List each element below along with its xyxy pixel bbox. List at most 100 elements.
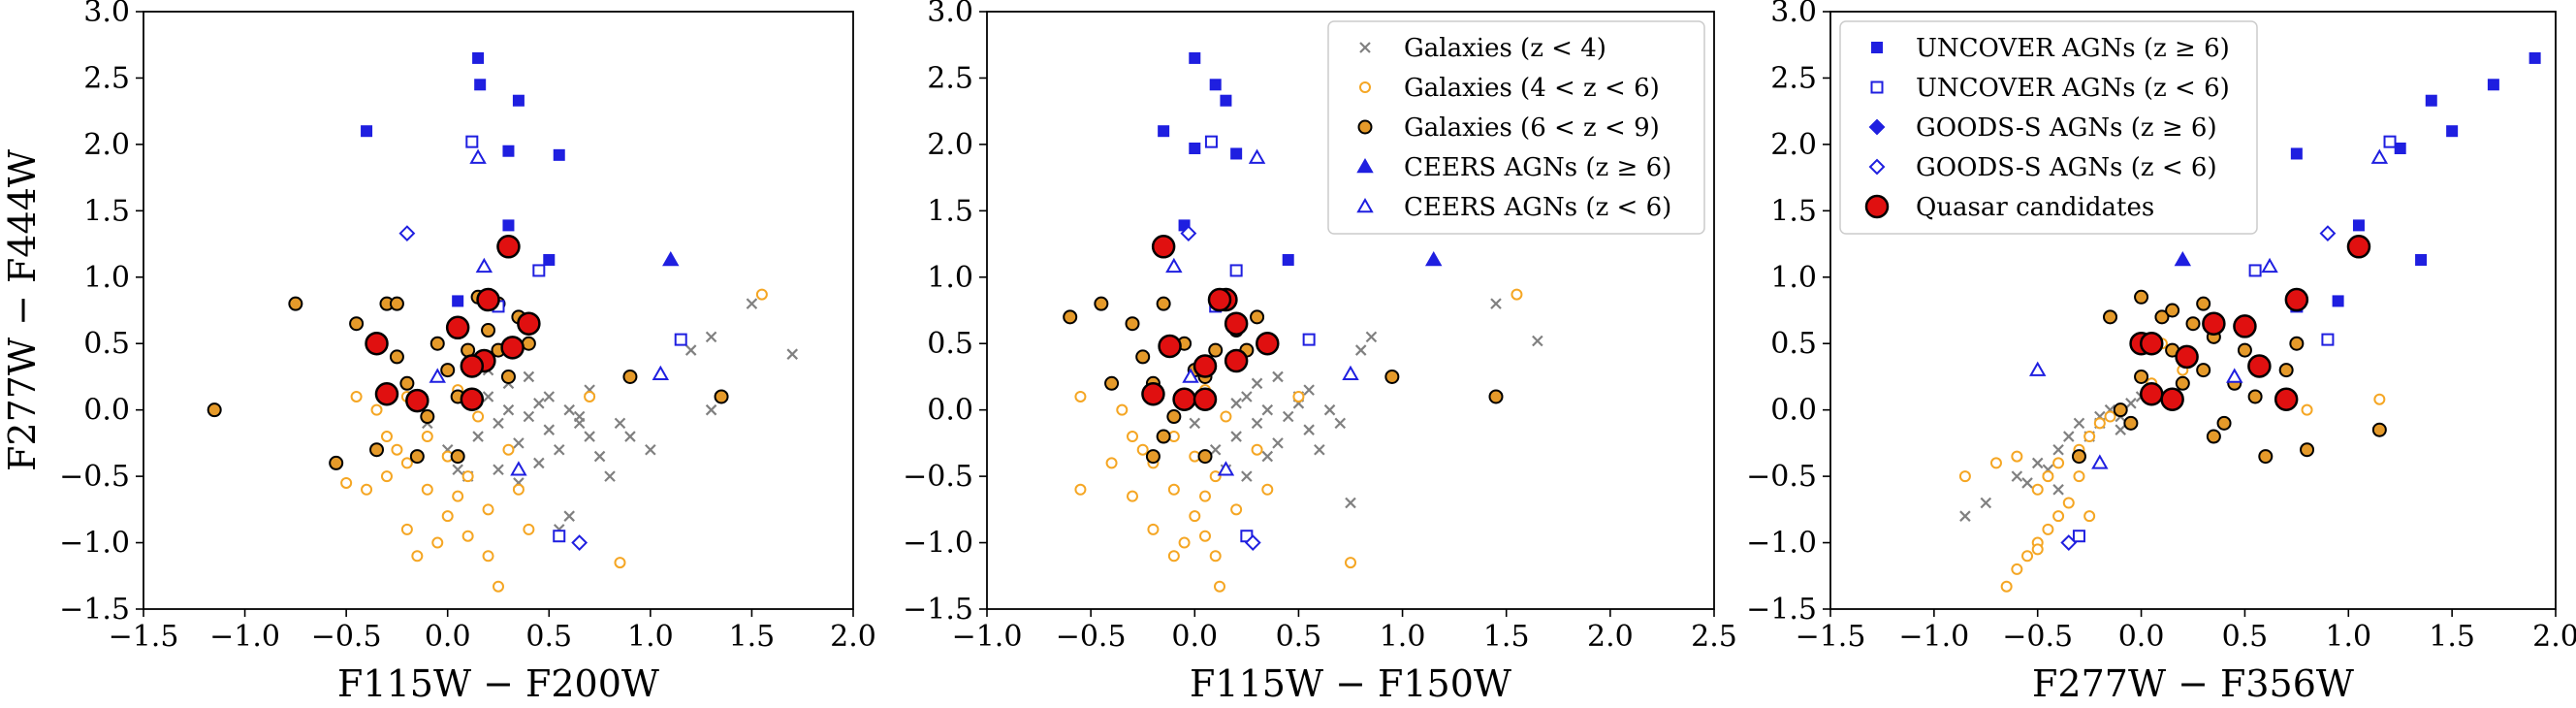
legend: Galaxies (z < 4) Galaxies (4 < z < 6) Gala…	[1327, 20, 1705, 235]
point-galaxies-z-4	[1334, 417, 1347, 430]
point-galaxies-4-z-6	[1116, 403, 1129, 416]
point-galaxies-4-z-6	[400, 457, 413, 469]
point-galaxies-z-4	[2125, 398, 2137, 409]
point-galaxies-6-z-9	[2289, 336, 2305, 351]
point-uncover-agns-z-6	[1230, 147, 1243, 160]
point-galaxies-4-z-6	[452, 490, 464, 502]
point-goods-s-agns-z-6	[1180, 225, 1197, 242]
point-uncover-agns-z-6	[2383, 135, 2397, 148]
point-galaxies-6-z-9	[2196, 363, 2211, 378]
point-galaxies-4-z-6	[2021, 550, 2034, 563]
point-uncover-agns-z-6	[1189, 142, 1201, 154]
point-galaxies-6-z-9	[2165, 303, 2180, 318]
point-galaxies-6-z-9	[500, 369, 516, 384]
point-quasar-candidates	[2346, 235, 2371, 259]
point-galaxies-4-z-6	[431, 536, 444, 549]
point-ceers-agns-z-6	[469, 148, 487, 164]
point-galaxies-z-4	[543, 424, 556, 435]
point-uncover-agns-z-6	[1204, 135, 1218, 148]
point-galaxies-6-z-9	[2071, 449, 2086, 465]
point-quasar-candidates	[2140, 331, 2164, 356]
y-tick-label: −1.0	[1746, 527, 1817, 561]
y-tick-label: 2.5	[1770, 61, 1817, 95]
point-galaxies-6-z-9	[2185, 316, 2201, 332]
point-galaxies-z-4	[523, 370, 535, 383]
legend-marker-ceers-agns-z-6	[1356, 197, 1374, 213]
point-goods-s-agns-z-6	[2060, 534, 2078, 551]
panel-color-f277w-f356w: −1.5 −1.0 −0.5 0.0 0.5 1.0 1.5 2.0 −1.5 −1.0 −0.5 0…	[1746, 0, 2576, 705]
point-galaxies-4-z-6	[1251, 443, 1263, 456]
legend-marker-galaxies-4-z-6	[1359, 81, 1371, 93]
point-galaxies-z-4	[1303, 424, 1315, 435]
point-galaxies-z-4	[1241, 470, 1253, 482]
point-galaxies-z-4	[1189, 417, 1201, 430]
plot-frame	[143, 11, 854, 610]
legend-label: GOODS-S AGNs (z < 6)	[1916, 153, 2217, 182]
point-galaxies-6-z-9	[450, 449, 465, 465]
point-ceers-agns-z-6	[2028, 361, 2047, 376]
point-galaxies-4-z-6	[2052, 457, 2065, 469]
point-galaxies-6-z-9	[440, 363, 456, 378]
point-galaxies-z-4	[563, 403, 575, 416]
point-uncover-agns-z-6	[361, 125, 373, 138]
point-galaxies-6-z-9	[2123, 415, 2139, 431]
legend-marker-quasar-candidates	[1864, 194, 1890, 219]
point-quasar-candidates	[2175, 344, 2199, 370]
point-galaxies-4-z-6	[1105, 457, 1118, 469]
x-tick-label: −1.0	[1898, 620, 1969, 654]
y-tick-label: 0.0	[83, 394, 130, 428]
point-goods-s-agns-z-6	[2319, 225, 2337, 242]
point-galaxies-6-z-9	[714, 389, 729, 404]
x-tick-label: 2.5	[1691, 620, 1737, 654]
y-tick-label: 0.5	[927, 327, 973, 361]
point-galaxies-6-z-9	[207, 402, 222, 418]
point-galaxies-4-z-6	[361, 483, 373, 496]
point-galaxies-4-z-6	[502, 443, 515, 456]
point-galaxies-6-z-9	[1156, 296, 1171, 311]
legend-label: UNCOVER AGNs (z ≥ 6)	[1916, 34, 2230, 63]
point-ceers-agns-z-6	[652, 365, 670, 380]
point-galaxies-4-z-6	[2083, 510, 2096, 523]
point-galaxies-4-z-6	[1127, 490, 1138, 502]
y-tick-label: 1.5	[927, 194, 973, 228]
point-uncover-agns-z-6	[1209, 79, 1222, 91]
point-galaxies-4-z-6	[1167, 483, 1180, 496]
point-galaxies-z-4	[705, 331, 717, 343]
point-galaxies-4-z-6	[441, 510, 454, 523]
x-tick-label: 1.5	[729, 620, 776, 654]
point-galaxies-6-z-9	[2134, 369, 2149, 384]
point-galaxies-4-z-6	[2093, 417, 2106, 430]
point-quasar-candidates	[1207, 287, 1232, 312]
point-galaxies-4-z-6	[1147, 523, 1160, 535]
point-galaxies-6-z-9	[429, 336, 445, 351]
point-uncover-agns-z-6	[465, 135, 479, 148]
point-ceers-agns-z-6	[2226, 368, 2243, 383]
y-tick-label: −1.0	[59, 527, 130, 561]
point-galaxies-4-z-6	[2031, 543, 2044, 556]
point-galaxies-z-4	[1323, 403, 1336, 416]
legend-marker-goods-s-agns-z-6	[1868, 118, 1886, 136]
point-goods-s-agns-z-6	[1244, 534, 1261, 551]
legend-label: CEERS AGNs (z ≥ 6)	[1404, 153, 1671, 182]
point-galaxies-z-4	[1490, 298, 1502, 309]
point-galaxies-6-z-9	[1156, 429, 1171, 444]
point-uncover-agns-z-6	[512, 94, 525, 107]
point-quasar-candidates	[1141, 381, 1165, 406]
point-galaxies-z-4	[1251, 417, 1263, 430]
point-galaxies-z-4	[1230, 431, 1242, 442]
point-uncover-agns-z-6	[1302, 333, 1316, 346]
point-galaxies-4-z-6	[584, 390, 596, 402]
point-galaxies-z-4	[2062, 431, 2075, 442]
legend-box	[1327, 20, 1705, 235]
x-axis-label: F277W − F356W	[2032, 662, 2354, 705]
point-galaxies-z-4	[1241, 391, 1253, 402]
point-uncover-agns-z-6	[1189, 51, 1201, 64]
legend-label: Galaxies (z < 4)	[1404, 34, 1606, 63]
point-uncover-agns-z-6	[2321, 333, 2335, 346]
point-quasar-candidates	[460, 387, 485, 411]
point-galaxies-4-z-6	[1167, 550, 1180, 563]
plot-frame	[986, 11, 1715, 610]
y-tick-label: −1.0	[903, 527, 973, 561]
x-axis-label: F115W − F150W	[1190, 662, 1511, 705]
point-galaxies-z-4	[2031, 457, 2044, 469]
